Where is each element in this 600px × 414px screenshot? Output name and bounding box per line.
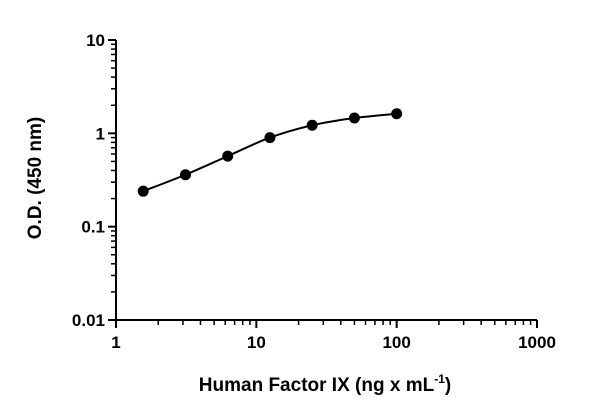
x-axis-title: Human Factor IX (ng x mL-1) bbox=[199, 372, 451, 396]
data-point bbox=[348, 112, 360, 124]
data-point bbox=[137, 185, 149, 197]
data-point bbox=[179, 169, 191, 181]
y-tick-label: 1 bbox=[96, 124, 105, 143]
x-tick-label: 100 bbox=[382, 333, 410, 352]
y-tick-label: 0.01 bbox=[72, 311, 105, 330]
y-axis-title: O.D. (450 nm) bbox=[25, 117, 46, 239]
data-point bbox=[264, 132, 276, 144]
x-tick-label: 10 bbox=[247, 333, 266, 352]
ticks: 0.01 0.1 1 10 1 10 100 1000 bbox=[72, 31, 556, 352]
x-tick-label: 1000 bbox=[518, 333, 556, 352]
y-tick-label: 10 bbox=[86, 31, 105, 50]
data-point bbox=[391, 108, 403, 120]
data-point bbox=[222, 150, 234, 162]
data-series bbox=[137, 108, 403, 197]
series-line bbox=[142, 112, 397, 193]
data-point bbox=[306, 119, 318, 131]
axes bbox=[115, 40, 537, 321]
x-tick-label: 1 bbox=[111, 333, 120, 352]
y-tick-label: 0.1 bbox=[81, 218, 105, 237]
